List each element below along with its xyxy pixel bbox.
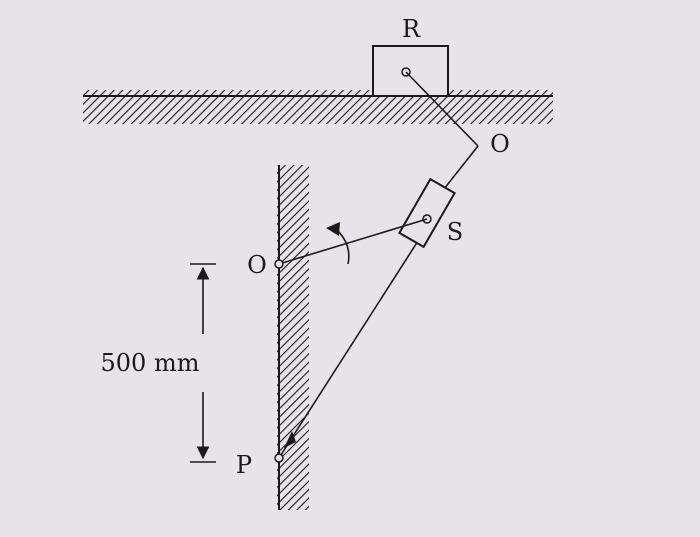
- link-r-to-o: [405, 71, 479, 147]
- slider-s: [398, 177, 456, 249]
- ground-horizontal: [83, 90, 553, 124]
- dimension-label: 500 mm: [101, 349, 200, 377]
- slotted-rod: [278, 240, 419, 459]
- label-o-top: O: [490, 130, 510, 158]
- rotation-arrow: [326, 222, 350, 265]
- label-p: P: [236, 451, 252, 479]
- crank-o-to-s: [278, 218, 428, 265]
- link-o-to-slider: [439, 145, 479, 195]
- dimension-line: [190, 263, 216, 463]
- block-r: [372, 45, 449, 97]
- rod-arrow-to-p: [284, 431, 296, 448]
- pivot-p: [274, 453, 284, 463]
- label-s: S: [447, 218, 463, 246]
- label-o-left: O: [247, 251, 267, 279]
- label-r: R: [402, 15, 421, 43]
- pivot-o-left: [274, 259, 284, 269]
